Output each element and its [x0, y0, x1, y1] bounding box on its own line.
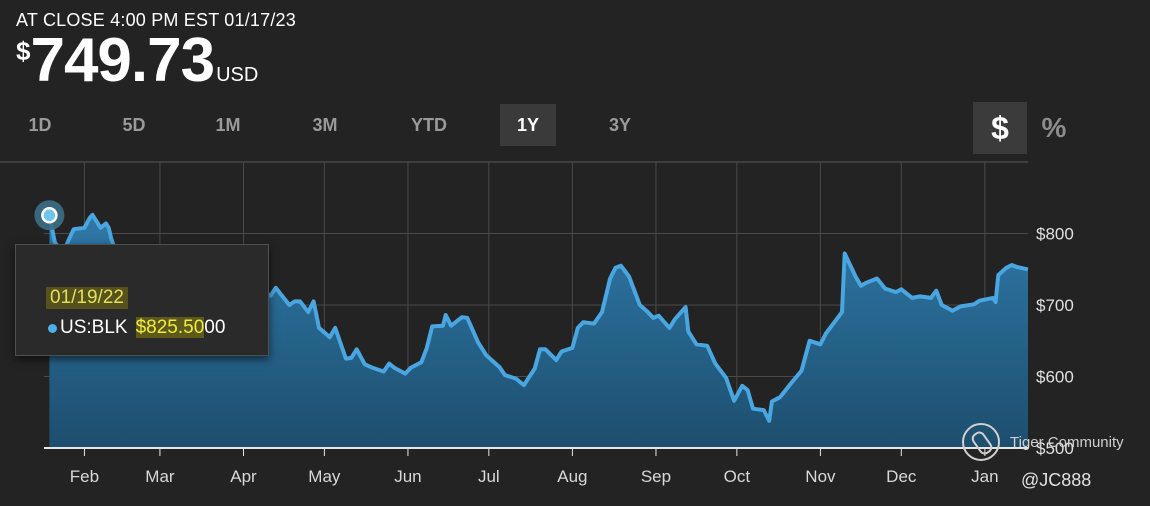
y-tick-label: $600 [1036, 368, 1074, 387]
x-axis-ticks: Feb Mar Apr May Jun Jul Aug Sep Oct Nov Dec Jan [70, 448, 999, 486]
dollar-mode-button[interactable]: $ [973, 102, 1027, 154]
series-dot-icon [48, 323, 57, 333]
tooltip-price-highlight: $825.50 [135, 317, 205, 338]
x-tick-label: Jul [478, 467, 500, 486]
x-tick-label: Feb [70, 467, 99, 486]
x-tick-label: Aug [557, 467, 587, 486]
y-axis-ticks: $800 $700 $600 $500 [1036, 225, 1074, 459]
tab-1m[interactable]: 1M [215, 115, 241, 135]
x-tick-label: Nov [805, 467, 836, 486]
y-tick-label: $700 [1036, 296, 1074, 315]
percent-mode-button[interactable]: % [1041, 112, 1067, 143]
tiger-logo-icon [962, 423, 1000, 461]
tooltip-price-rest: 00 [204, 317, 226, 338]
tiger-watermark: Tiger Community [962, 423, 1124, 461]
tab-1d[interactable]: 1D [28, 115, 52, 135]
range-tabs: 1D 5D 1M 3M YTD 1Y 3Y [0, 104, 700, 148]
tab-ytd[interactable]: YTD [411, 115, 447, 135]
tab-1y[interactable]: 1Y [500, 104, 556, 146]
tab-3m[interactable]: 3M [312, 115, 338, 135]
y-tick-label: $800 [1036, 225, 1074, 244]
tooltip-price: $825.5000 [135, 317, 226, 339]
tab-3y[interactable]: 3Y [608, 115, 632, 135]
x-tick-label: Sep [641, 467, 671, 486]
tooltip-row: US:BLK $825.5000 [48, 317, 225, 339]
y-tick-label: $500 [1036, 439, 1074, 458]
watermark-brand: Tiger Community [1010, 433, 1124, 451]
highlight-marker [34, 200, 65, 231]
currency-symbol: $ [16, 36, 31, 66]
x-tick-label: Mar [145, 467, 175, 486]
tab-5d[interactable]: 5D [122, 115, 146, 135]
x-tick-label: Dec [886, 467, 917, 486]
x-tick-label: Jun [394, 467, 421, 486]
close-time-label: AT CLOSE 4:00 PM EST 01/17/23 [16, 10, 296, 30]
x-tick-label: Oct [724, 467, 751, 486]
x-tick-label: May [308, 467, 341, 486]
tooltip-date: 01/19/22 [46, 287, 128, 309]
x-tick-label: Jan [971, 467, 998, 486]
currency-code: USD [216, 64, 259, 86]
hover-tooltip: 01/19/22 US:BLK $825.5000 [15, 244, 269, 356]
price-display: $ 749.73 USD [16, 28, 258, 94]
price-area [49, 214, 1028, 448]
tooltip-symbol: US:BLK [60, 317, 128, 338]
x-tick-label: Apr [230, 467, 257, 486]
last-price: 749.73 [30, 26, 215, 95]
author-handle: @JC888 [1021, 470, 1092, 490]
highlight-point [41, 207, 58, 224]
